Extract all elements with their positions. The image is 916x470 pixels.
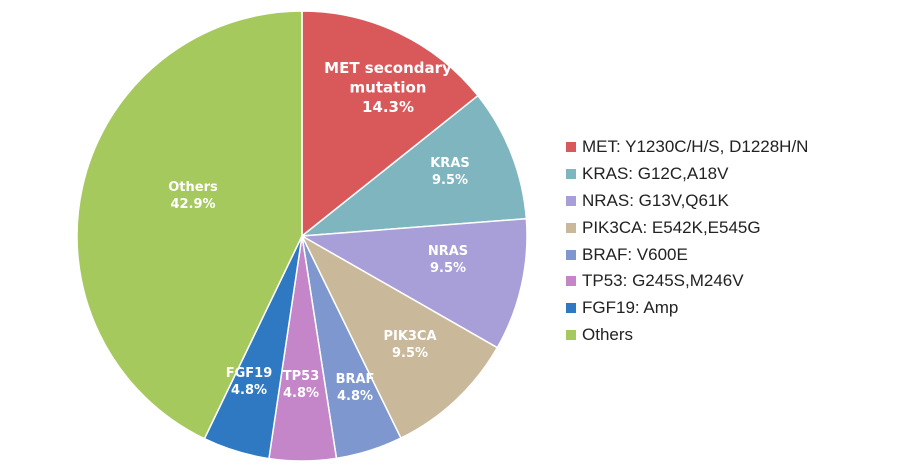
- legend-item-braf: BRAF: V600E: [566, 241, 808, 268]
- legend-swatch-pik3ca: [566, 222, 576, 233]
- slice-name-met: mutation: [350, 79, 427, 97]
- slice-name-pik3ca: PIK3CA: [383, 329, 436, 344]
- slice-percent-tp53: 4.8%: [283, 386, 319, 401]
- pie-slices: [76, 10, 528, 462]
- slice-percent-pik3ca: 9.5%: [392, 346, 428, 361]
- legend-swatch-braf: [566, 249, 576, 260]
- legend-item-others: Others: [566, 322, 808, 349]
- legend-swatch-others: [566, 329, 576, 340]
- legend-swatch-tp53: [566, 276, 576, 287]
- legend: MET: Y1230C/H/S, D1228H/N KRAS: G12C,A18V…: [566, 134, 808, 348]
- slice-name-braf: BRAF: [336, 372, 375, 387]
- slice-percent-met: 14.3%: [362, 98, 414, 116]
- slice-percent-others: 42.9%: [170, 197, 215, 212]
- legend-label-tp53: TP53: G245S,M246V: [582, 271, 744, 291]
- slice-percent-fgf19: 4.8%: [231, 383, 267, 398]
- legend-swatch-kras: [566, 169, 576, 180]
- slice-label-pik3ca: PIK3CA 9.5%: [383, 329, 436, 361]
- legend-swatch-met: [566, 142, 576, 153]
- pie-slice-met: [301, 10, 479, 238]
- slice-percent-kras: 9.5%: [432, 173, 468, 188]
- legend-swatch-fgf19: [566, 303, 576, 314]
- pie-slice-pik3ca: [300, 234, 499, 440]
- pie-labels: MET secondary mutation 14.3% KRAS 9.5% NRAS 9.…: [168, 59, 470, 404]
- slice-label-fgf19: FGF19 4.8%: [226, 366, 273, 398]
- legend-item-fgf19: FGF19: Amp: [566, 295, 808, 322]
- pie-slice-others: [76, 10, 303, 440]
- pie-slice-kras: [299, 94, 528, 237]
- slice-name-met: MET secondary: [324, 59, 452, 77]
- legend-label-others: Others: [582, 324, 634, 344]
- legend-item-pik3ca: PIK3CA: E542K,E545G: [566, 214, 808, 241]
- pie-slice-nras: [299, 217, 528, 349]
- slice-label-braf: BRAF 4.8%: [336, 372, 375, 404]
- slice-name-nras: NRAS: [428, 244, 468, 259]
- legend-label-nras: NRAS: G13V,Q61K: [582, 190, 729, 210]
- legend-item-met: MET: Y1230C/H/S, D1228H/N: [566, 134, 808, 161]
- slice-name-others: Others: [168, 180, 218, 195]
- legend-item-kras: KRAS: G12C,A18V: [566, 161, 808, 188]
- legend-label-met: MET: Y1230C/H/S, D1228H/N: [582, 137, 809, 157]
- slice-label-others: Others 42.9%: [168, 180, 218, 212]
- slice-name-fgf19: FGF19: [226, 366, 273, 381]
- slice-name-kras: KRAS: [430, 156, 470, 171]
- legend-label-pik3ca: PIK3CA: E542K,E545G: [582, 217, 761, 237]
- slice-label-nras: NRAS 9.5%: [428, 244, 468, 276]
- legend-label-braf: BRAF: V600E: [582, 244, 688, 264]
- slice-label-kras: KRAS 9.5%: [430, 156, 470, 188]
- legend-swatch-nras: [566, 195, 576, 206]
- legend-item-tp53: TP53: G245S,M246V: [566, 268, 808, 295]
- slice-name-tp53: TP53: [283, 369, 320, 384]
- legend-item-nras: NRAS: G13V,Q61K: [566, 188, 808, 215]
- legend-label-fgf19: FGF19: Amp: [582, 298, 679, 318]
- slice-percent-nras: 9.5%: [430, 261, 466, 276]
- slice-percent-braf: 4.8%: [337, 389, 373, 404]
- slice-label-met: MET secondary mutation 14.3%: [324, 59, 452, 116]
- slice-label-tp53: TP53 4.8%: [283, 369, 320, 401]
- legend-label-kras: KRAS: G12C,A18V: [582, 164, 729, 184]
